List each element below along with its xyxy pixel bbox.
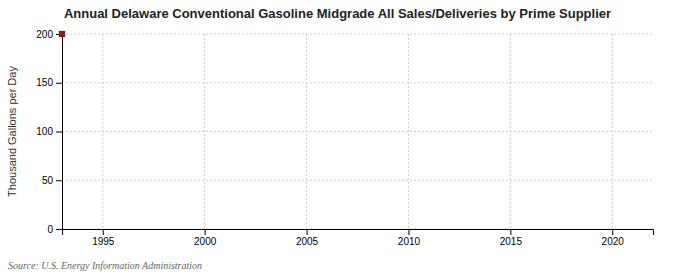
grid-line-x [204,34,205,229]
y-axis-line [56,35,63,230]
y-tick-label: 200 [36,29,53,40]
grid [62,34,653,229]
y-tick-label: 100 [36,126,53,137]
x-tick: 2020 [602,229,625,247]
x-axis-line [63,230,654,236]
x-tick: 2015 [500,229,523,247]
grid-line-y [62,131,653,132]
x-tick-label: 2010 [398,236,421,247]
y-tick-label: 150 [36,77,53,88]
plot-area: 1995 2000 2005 2010 2015 2020 0 50 100 150 200 [36,29,653,247]
marks [59,31,65,37]
grid-line-y [62,82,653,83]
y-tick: 50 [42,175,62,186]
y-tick: 150 [36,77,62,88]
source: Source: U.S. Energy Information Administ… [8,260,202,271]
y-tick-label: 0 [47,224,53,235]
x-tick-mark [307,229,308,235]
y-tick-label: 50 [42,175,54,186]
x-tick-mark [510,229,511,235]
y-tick-mark [56,229,62,230]
x-tick-mark [103,229,104,235]
x-tick-label: 2005 [296,236,319,247]
x-tick-mark [205,229,206,235]
y-tick: 100 [36,126,62,137]
point [59,31,65,37]
x-axis: 1995 2000 2005 2010 2015 2020 [63,229,654,247]
grid-line-y [62,180,653,181]
y-axis: 0 50 100 150 200 [36,29,62,235]
x-tick: 2005 [296,229,319,247]
grid-line-x [408,34,409,229]
x-tick: 1995 [92,229,115,247]
grid-line-y [62,34,653,35]
y-tick-mark [56,132,62,133]
x-tick: 2000 [194,229,217,247]
y-axis-label: Thousand Gallons per Day [6,66,18,197]
title: Annual Delaware Conventional Gasoline Mi… [64,6,611,21]
x-tick-label: 2000 [194,236,217,247]
x-tick-mark [612,229,613,235]
x-tick: 2010 [398,229,421,247]
x-tick-label: 2015 [500,236,523,247]
y-tick-mark [56,180,62,181]
y-tick-mark [56,83,62,84]
y-tick: 0 [47,224,62,235]
y-tick: 200 [36,29,62,40]
x-tick-mark [408,229,409,235]
x-tick-label: 1995 [92,236,115,247]
chart: 1995 2000 2005 2010 2015 2020 0 50 100 150 200 Annu… [0,0,675,275]
x-tick-label: 2020 [602,236,625,247]
